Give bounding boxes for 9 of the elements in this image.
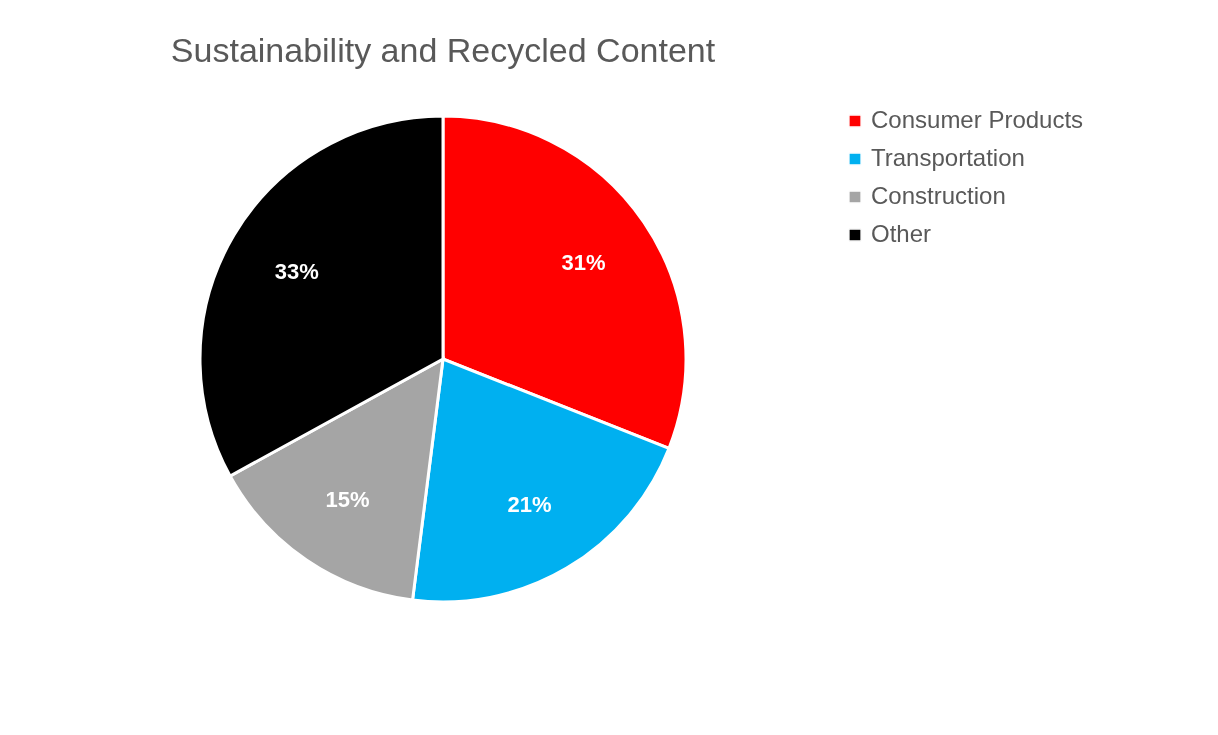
legend-label: Construction	[871, 182, 1006, 209]
legend-label: Other	[871, 220, 932, 247]
legend-label: Transportation	[871, 144, 1025, 171]
data-label: 31%	[561, 250, 606, 276]
data-label: 21%	[507, 492, 552, 518]
legend-label: Consumer Products	[871, 106, 1084, 133]
data-label: 33%	[274, 259, 319, 285]
chart-title: Sustainability and Recycled Content	[170, 31, 716, 69]
data-label: 15%	[325, 486, 370, 512]
